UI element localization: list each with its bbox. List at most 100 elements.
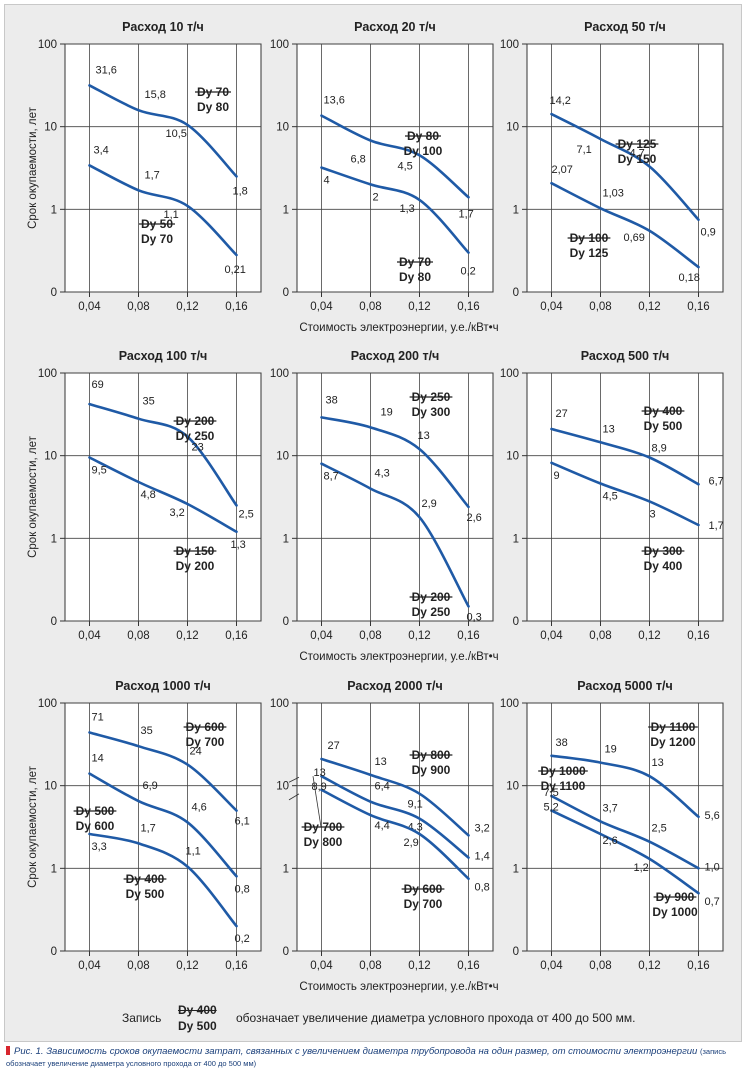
chart-3-series-2-data-label: 1,03 (603, 187, 624, 199)
chart-8-series-1-data-label: 13 (375, 756, 387, 768)
chart-7-series-3-data-label: 1,7 (141, 822, 156, 834)
chart-1-y-tick-label: 10 (44, 122, 57, 134)
chart-4-y-tick-label: 1 (51, 533, 57, 545)
chart-7-series-3-data-label: 1,1 (186, 846, 201, 858)
chart-2-y-tick-label: 10 (276, 122, 289, 134)
chart-3-y-tick-label: 1 (513, 204, 519, 216)
chart-1-series-1-data-label: 1,8 (233, 185, 248, 197)
chart-6-y-tick-label: 1 (513, 533, 519, 545)
chart-8-leader-line (312, 776, 322, 828)
chart-2-title: Расход 20 т/ч (354, 20, 436, 34)
chart-5-series-1-data-label: 19 (381, 406, 393, 418)
chart-7-title: Расход 1000 т/ч (115, 679, 211, 693)
chart-2-series-2-data-label: 0,2 (461, 266, 476, 278)
caption-note: (запись обозначает увеличение диаметра у… (6, 1047, 726, 1068)
chart-7-series-2-data-label: 4,6 (192, 801, 207, 813)
chart-1-series-2-data-label: 0,21 (225, 264, 246, 276)
chart-3-series-1-data-label: 4,7 (630, 147, 645, 159)
chart-4-y-tick-label: 10 (44, 451, 57, 463)
chart-3-series-2-data-label: 0,69 (624, 232, 645, 244)
chart-5-y-tick-label: 1 (283, 533, 289, 545)
figure-caption: Рис. 1. Зависимость сроков окупаемости з… (6, 1046, 742, 1070)
chart-7-series-1-data-label: 24 (190, 746, 202, 758)
chart-5-y-tick-label: 0 (283, 616, 289, 628)
chart-1-y-tick-label: 0 (51, 287, 57, 299)
chart-6-y-tick-label: 10 (506, 451, 519, 463)
chart-3-series-2-new-diameter: Dy 125 (570, 246, 609, 260)
chart-9-series-2-line (550, 794, 700, 870)
legend-description: обозначает увеличение диаметра условного… (236, 1011, 636, 1025)
chart-3-title: Расход 50 т/ч (584, 20, 666, 34)
chart-7-x-tick-label: 0,16 (225, 960, 247, 972)
chart-7-y-tick-label: 100 (38, 698, 57, 710)
chart-2-series-2-data-label: 4 (324, 175, 330, 187)
chart-8-series-2-new-diameter: Dy 800 (304, 835, 343, 849)
chart-4-series-1-data-label: 2,5 (239, 508, 254, 520)
notation-legend: Запись Dy 400 Dy 500 обозначает увеличен… (0, 1000, 746, 1036)
chart-2-y-tick-label: 100 (270, 39, 289, 51)
chart-4-series-1-line (88, 402, 238, 507)
chart-4-x-tick-label: 0,16 (225, 630, 247, 642)
chart-3-series-1-data-label: 7,1 (577, 144, 592, 156)
chart-4-series-2-data-label: 1,3 (231, 539, 246, 551)
chart-6-series-1-data-label: 6,7 (709, 475, 724, 487)
legend-prefix: Запись (122, 1011, 162, 1025)
chart-5-x-axis-label: Стоимость электроэнергии, у.е./кВт•ч (299, 651, 498, 663)
chart-2-x-tick-label: 0,16 (457, 301, 479, 313)
chart-8-leader-line (288, 793, 300, 801)
chart-6-series-2-data-label: 1,7 (709, 520, 724, 532)
chart-2-series-1-data-label: 1,7 (459, 208, 474, 220)
chart-6-series-2-line (550, 461, 700, 527)
legend-new-diameter: Dy 500 (178, 1019, 217, 1033)
chart-7-series-2-data-label: 14 (92, 753, 104, 765)
chart-2-series-1-data-label: 13,6 (324, 95, 345, 107)
chart-9-series-1-data-label: 38 (556, 737, 568, 749)
chart-2-y-tick-label: 0 (283, 287, 289, 299)
chart-9-title: Расход 5000 т/ч (577, 679, 673, 693)
chart-9-y-tick-label: 0 (513, 946, 519, 958)
chart-7-series-2-data-label: 6,9 (143, 780, 158, 792)
chart-3-y-tick-label: 0 (513, 287, 519, 299)
chart-5-series-1-data-label: 13 (418, 430, 430, 442)
chart-3-series-1-data-label: 14,2 (550, 95, 571, 107)
chart-5-series-1-new-diameter: Dy 300 (412, 405, 451, 419)
chart-2-series-1-data-label: 6,8 (351, 154, 366, 166)
chart-9-series-1-data-label: 19 (605, 744, 617, 756)
chart-3-y-tick-label: 10 (506, 122, 519, 134)
chart-6-y-tick-label: 100 (500, 368, 519, 380)
chart-5-series-2-data-label: 2,9 (422, 498, 437, 510)
chart-9-series-2-data-label: 2,5 (652, 823, 667, 835)
chart-4-x-tick-label: 0,08 (127, 630, 149, 642)
chart-5-title: Расход 200 т/ч (351, 349, 440, 363)
chart-6-x-tick-label: 0,08 (589, 630, 611, 642)
chart-8-x-tick-label: 0,16 (457, 960, 479, 972)
chart-8-series-1-new-diameter: Dy 900 (412, 763, 451, 777)
chart-4-series-1-data-label: 69 (92, 379, 104, 391)
chart-8-y-tick-label: 1 (283, 863, 289, 875)
chart-7-y-tick-label: 10 (44, 781, 57, 793)
chart-3-x-tick-label: 0,08 (589, 301, 611, 313)
chart-9-series-2-new-diameter: Dy 1100 (541, 779, 586, 793)
chart-9-x-tick-label: 0,08 (589, 960, 611, 972)
chart-8-y-tick-label: 0 (283, 946, 289, 958)
chart-7-y-tick-label: 0 (51, 946, 57, 958)
chart-2-series-1-new-diameter: Dy 100 (404, 144, 443, 158)
chart-1-title: Расход 10 т/ч (122, 20, 204, 34)
chart-8-series-1-data-label: 3,2 (475, 822, 490, 834)
chart-5-plot-area (296, 372, 494, 622)
chart-7-series-2-line (88, 772, 238, 878)
chart-9-series-3-new-diameter: Dy 1000 (652, 905, 698, 919)
chart-6-series-1-data-label: 13 (603, 423, 615, 435)
legend-old-diameter: Dy 400 (178, 1003, 217, 1017)
chart-8-series-3-data-label: 2,9 (404, 837, 419, 849)
caption-text: Рис. 1. Зависимость сроков окупаемости з… (14, 1046, 698, 1057)
chart-7-series-2-new-diameter: Dy 600 (76, 819, 115, 833)
chart-4-title: Расход 100 т/ч (119, 349, 208, 363)
chart-2-series-2-line (320, 166, 470, 254)
chart-3-series-2-line (550, 181, 700, 269)
chart-9-y-tick-label: 100 (500, 698, 519, 710)
chart-5-series-2-new-diameter: Dy 250 (412, 605, 451, 619)
chart-9-plot-area (526, 702, 724, 952)
chart-1-series-2-new-diameter: Dy 70 (141, 232, 173, 246)
